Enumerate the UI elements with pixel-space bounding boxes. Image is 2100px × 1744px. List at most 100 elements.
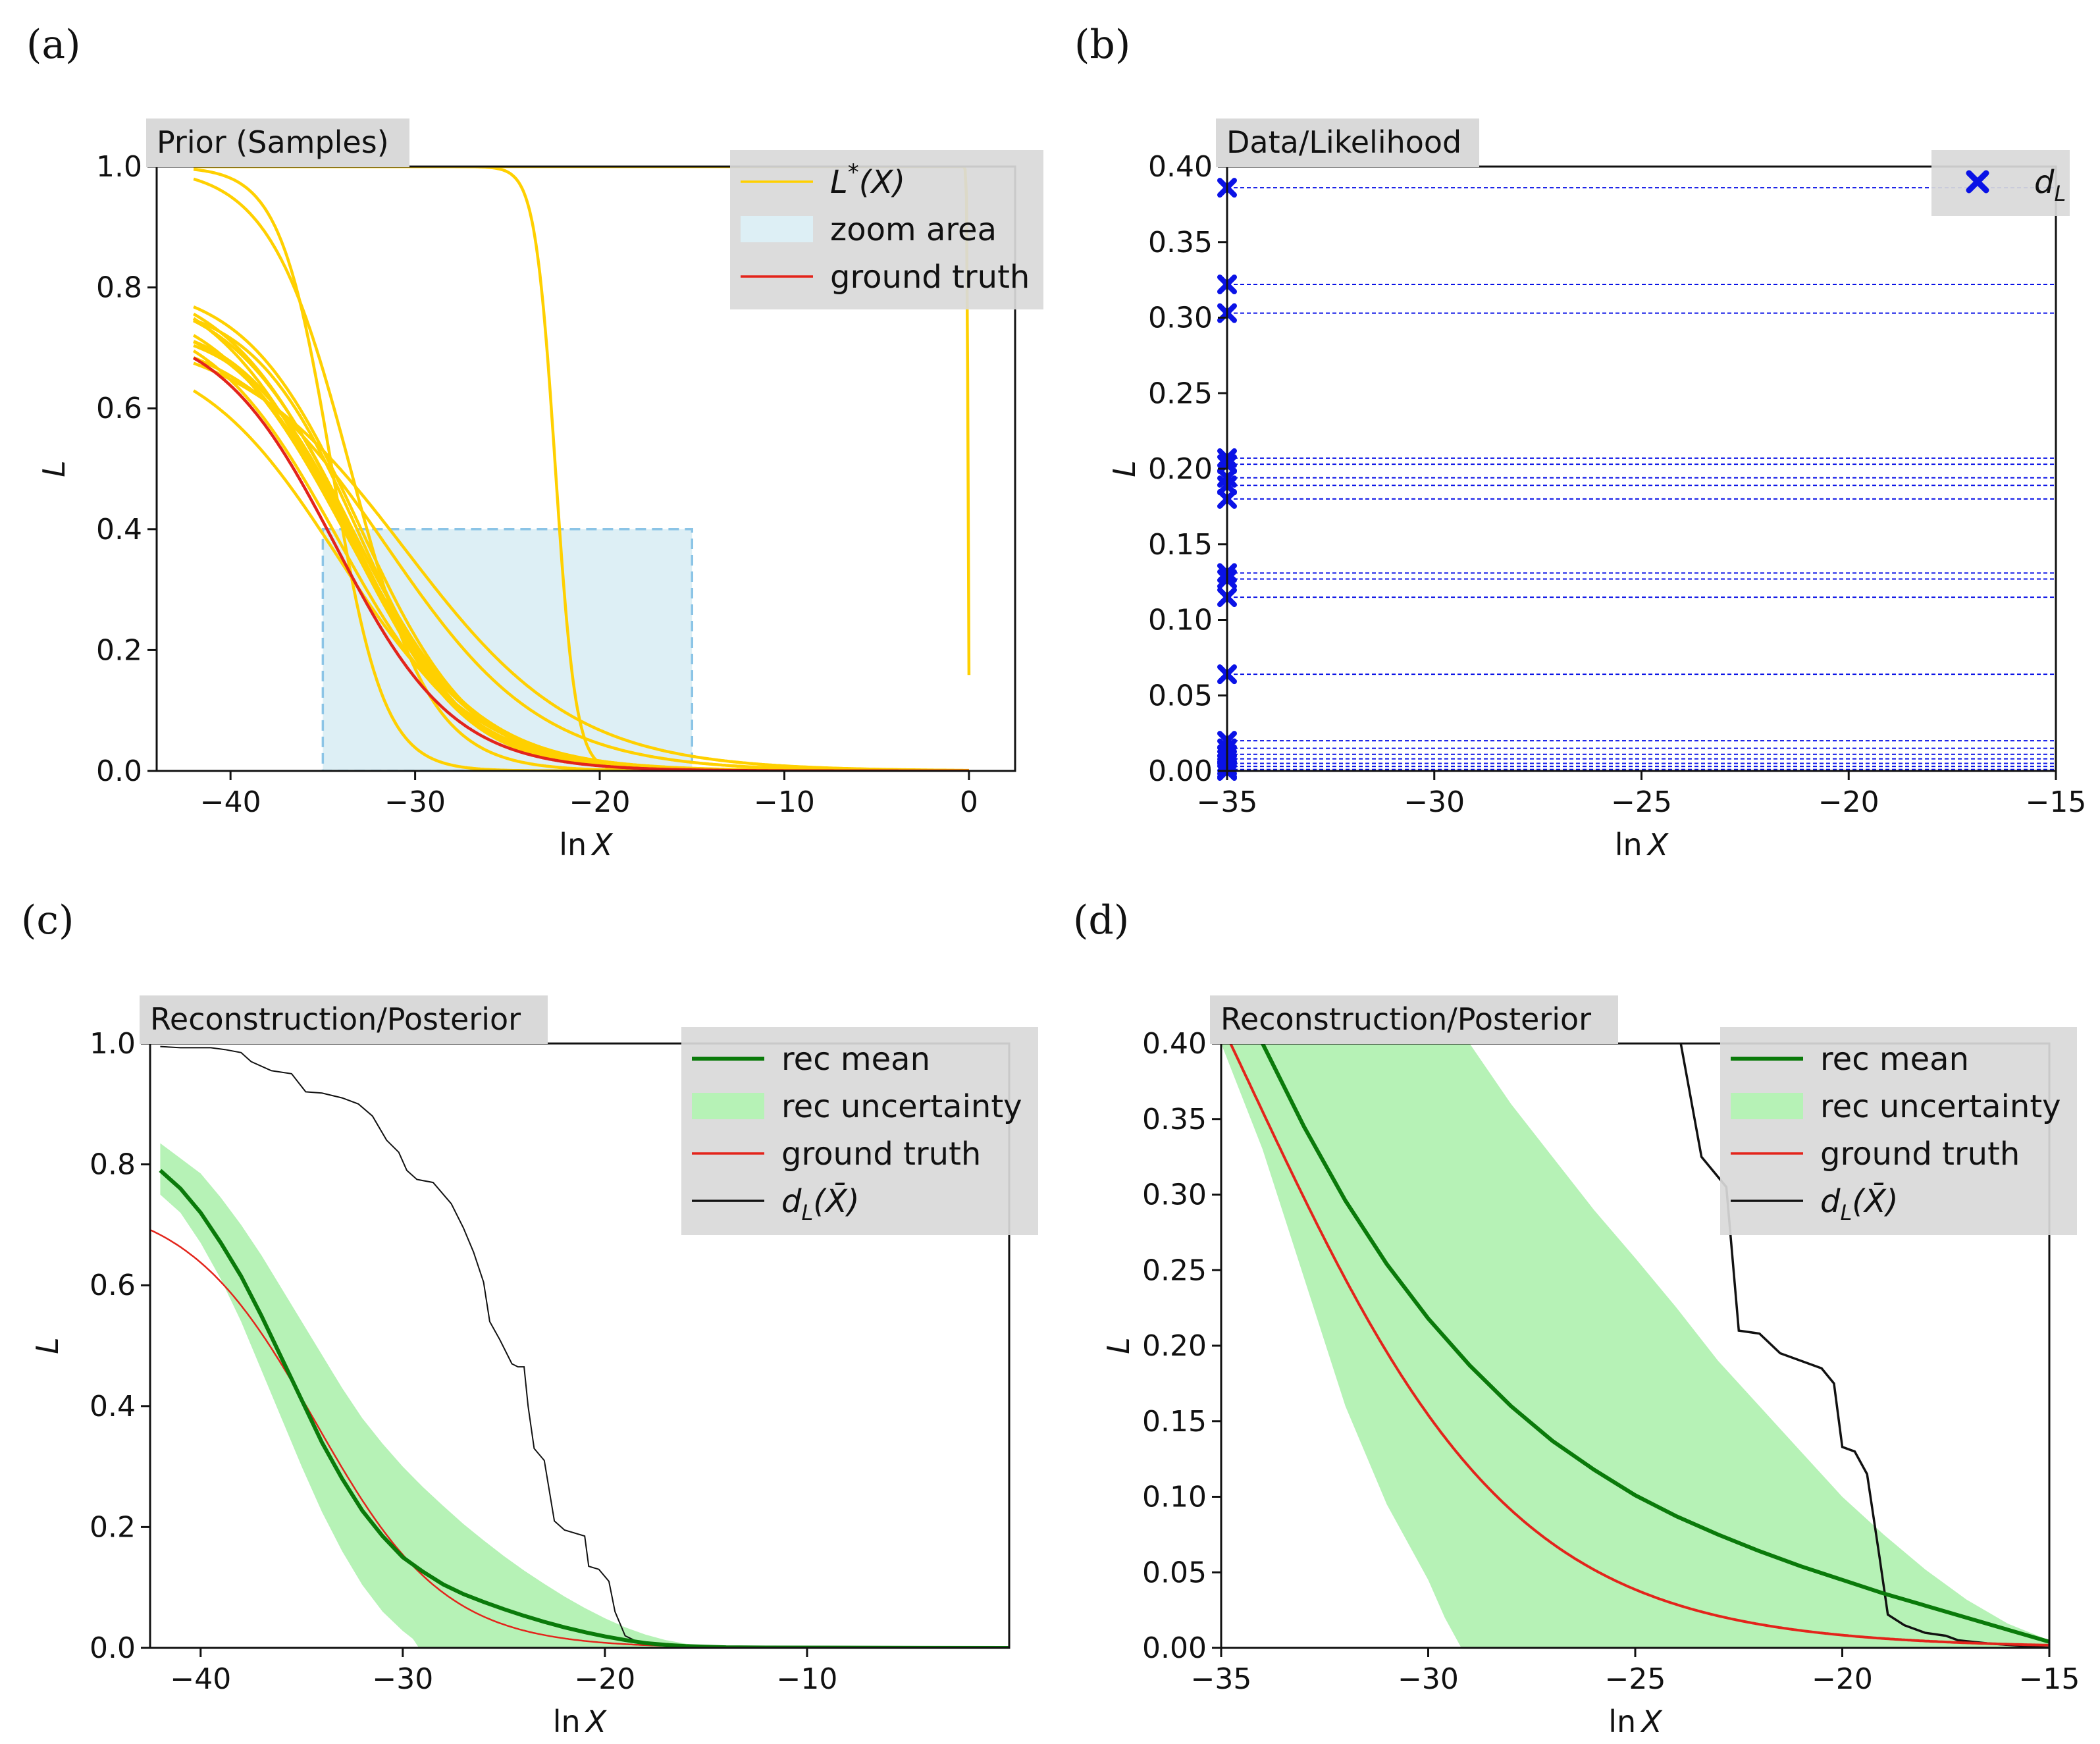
legend-handle-patch	[741, 216, 813, 242]
data-likelihood-curve	[160, 1045, 1009, 1648]
legend-entry-label: rec mean	[1820, 1041, 1969, 1078]
y-tick-label: 0.10	[1148, 604, 1213, 637]
legend-label-main: ground truth	[1820, 1136, 2020, 1173]
x-tick-label: −30	[1404, 785, 1465, 819]
x-axis-label: ln X	[1615, 827, 1669, 862]
x-axis-label-fn: ln	[553, 1704, 581, 1739]
legend-label-main: rec uncertainty	[781, 1088, 1022, 1125]
legend: dL	[1931, 150, 2070, 216]
title-box	[1216, 119, 1479, 167]
panel-label-b: (b)	[1074, 22, 1130, 68]
legend-entry-label: rec mean	[781, 1041, 930, 1078]
legend: L*(X) zoom area ground truth	[730, 150, 1043, 309]
y-axis-label: L	[30, 1337, 65, 1354]
y-tick-label: 0.20	[1148, 452, 1213, 486]
y-tick-label: 1.0	[90, 1027, 136, 1061]
legend-label-sub: L	[801, 1200, 813, 1225]
y-tick-label: 0.8	[96, 271, 142, 305]
plot-b: −35 −30 −25 −20 −15 0.00 0.05 0.10 0.15 0.20 0.25 0…	[1107, 119, 2086, 862]
x-axis-label-var: X	[1640, 1704, 1663, 1739]
y-tick-label: 0.00	[1142, 1631, 1207, 1665]
y-tick-label: 0.30	[1142, 1178, 1207, 1212]
x-tick-label: −15	[2026, 785, 2087, 819]
legend: rec mean rec uncertainty ground truth dL(X̄…	[1720, 1027, 2077, 1235]
legend-label-main: d	[781, 1183, 802, 1220]
rec-mean-curve	[1261, 1044, 2049, 1644]
x-tick-label: −20	[569, 785, 631, 819]
y-tick-label: 0.15	[1142, 1405, 1207, 1439]
legend-handle-patch	[692, 1093, 764, 1119]
legend-label-main: rec mean	[781, 1041, 930, 1078]
legend-entry-label: dL(X̄)	[1820, 1182, 1899, 1225]
x-tick-label: −30	[1398, 1662, 1459, 1696]
legend-label-tail: (X̄)	[1852, 1182, 1898, 1220]
x-tick-label: −10	[777, 1662, 838, 1696]
legend-label-sup: *	[848, 159, 859, 186]
legend-entry-label: rec uncertainty	[781, 1088, 1022, 1125]
y-axis-label: L	[1107, 460, 1142, 477]
y-tick-label: 0.4	[90, 1390, 136, 1423]
legend-entry-label: L*(X)	[830, 159, 905, 201]
legend-label-main: d	[1820, 1183, 1841, 1220]
x-axis-label: ln X	[553, 1704, 608, 1739]
legend-entry-label: ground truth	[830, 259, 1030, 296]
legend-label-tail: (X)	[859, 164, 905, 201]
legend-entry-label: ground truth	[1820, 1136, 2020, 1173]
x-axis-label: ln X	[1608, 1704, 1663, 1739]
y-tick-label: 0.25	[1142, 1254, 1207, 1287]
prior-sample-curve	[194, 167, 969, 771]
legend-label-main: rec mean	[1820, 1041, 1969, 1078]
x-tick-label: −25	[1611, 785, 1672, 819]
y-tick-label: 0.00	[1148, 754, 1213, 788]
y-tick-label: 0.15	[1148, 528, 1213, 562]
legend: rec mean rec uncertainty ground truth dL(X̄…	[681, 1027, 1038, 1235]
panel-label-c: (c)	[21, 897, 74, 943]
legend-label-main: rec uncertainty	[1820, 1088, 2061, 1125]
y-tick-label: 0.6	[96, 392, 142, 425]
x-tick-label: −20	[1818, 785, 1879, 819]
plot-c: −40 −30 −20 −10 0.0 0.2 0.4 0.6 0.8 1.0 ln X L Recons…	[30, 995, 1038, 1739]
legend-label-main: L	[830, 164, 848, 201]
y-tick-label: 0.30	[1148, 302, 1213, 335]
x-axis-label-fn: ln	[559, 827, 587, 862]
plot-area	[1217, 178, 2056, 781]
chart-title: Data/Likelihood	[1226, 124, 1461, 160]
y-tick-label: 0.8	[90, 1148, 136, 1182]
x-axis-label-fn: ln	[1608, 1704, 1636, 1739]
panel-c: (c) −40 −30 −20 −10 0.0 0.2 0.4 0.6 0.8 1.0 ln X L Re…	[21, 897, 1038, 1739]
x-tick-label: −10	[754, 785, 815, 819]
x-tick-label: −35	[1191, 1662, 1252, 1696]
title-box	[140, 995, 548, 1044]
legend-label-main: zoom area	[830, 211, 997, 248]
plot-frame	[149, 1042, 1011, 1649]
y-tick-label: 0.25	[1148, 377, 1213, 410]
x-tick-label: −25	[1605, 1662, 1666, 1696]
legend-handle-marker	[1966, 170, 1989, 194]
legend-handle-patch	[1731, 1093, 1803, 1119]
x-axis-label-var: X	[1646, 827, 1669, 862]
panel-label-a: (a)	[26, 22, 81, 68]
x-tick-label: −35	[1197, 785, 1258, 819]
x-axis-label-var: X	[585, 1704, 608, 1739]
plot-d: −35 −30 −25 −20 −15 0.00 0.05 0.10 0.15 0.20 0.25 0…	[1101, 995, 2080, 1739]
panel-label-d: (d)	[1073, 897, 1129, 943]
legend-label-tail: (X̄)	[813, 1182, 859, 1220]
rec-uncertainty-band	[1221, 1044, 2049, 1648]
legend-label-main: d	[2034, 164, 2055, 201]
plot-area	[1221, 1044, 2049, 1648]
y-tick-label: 0.35	[1142, 1103, 1207, 1136]
x-tick-label: −40	[170, 1662, 231, 1696]
panel-d: (d) −35 −30 −25 −20 −15 0.00 0.05 0.10 0.15 0.20 0…	[1073, 897, 2080, 1739]
legend-label-main: ground truth	[830, 259, 1030, 296]
chart-title: Reconstruction/Posterior	[1221, 1001, 1591, 1037]
y-tick-label: 0.40	[1142, 1027, 1207, 1061]
plot-frame	[155, 165, 1016, 772]
y-tick-label: 0.2	[90, 1510, 136, 1544]
x-axis-label-var: X	[591, 827, 614, 862]
legend-label-sub: L	[1840, 1200, 1852, 1225]
y-tick-label: 1.0	[96, 150, 142, 184]
y-tick-label: 0.6	[90, 1269, 136, 1302]
legend-box	[1931, 150, 2070, 216]
x-axis-label: ln X	[559, 827, 614, 862]
x-tick-label: −15	[2019, 1662, 2080, 1696]
